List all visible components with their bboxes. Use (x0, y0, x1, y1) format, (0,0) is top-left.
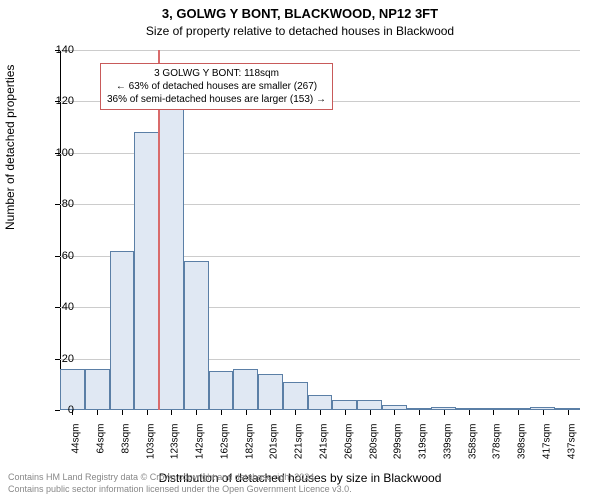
histogram-bar (283, 382, 308, 410)
ytick-label: 0 (34, 404, 74, 416)
chart-container: 3, GOLWG Y BONT, BLACKWOOD, NP12 3FT Siz… (0, 0, 600, 500)
xtick-label: 358sqm (467, 424, 478, 474)
xtick-label: 260sqm (343, 424, 354, 474)
xtick-mark (147, 410, 148, 415)
xtick-label: 182sqm (244, 424, 255, 474)
ytick-label: 60 (34, 250, 74, 262)
annotation-line1: 3 GOLWG Y BONT: 118sqm (107, 67, 326, 80)
chart-title-address: 3, GOLWG Y BONT, BLACKWOOD, NP12 3FT (0, 6, 600, 21)
histogram-bar (110, 251, 135, 410)
histogram-bar (184, 261, 209, 410)
gridline (60, 50, 580, 51)
chart-subtitle: Size of property relative to detached ho… (0, 24, 600, 38)
xtick-mark (444, 410, 445, 415)
xtick-mark (270, 410, 271, 415)
xtick-label: 201sqm (269, 424, 280, 474)
annotation-box: 3 GOLWG Y BONT: 118sqm ← 63% of detached… (100, 63, 333, 110)
histogram-bar (233, 369, 258, 410)
histogram-bar (209, 371, 234, 410)
ytick-label: 120 (34, 95, 74, 107)
xtick-mark (419, 410, 420, 415)
xtick-label: 83sqm (120, 424, 131, 474)
plot-area: 44sqm64sqm83sqm103sqm123sqm142sqm162sqm1… (60, 50, 580, 410)
xtick-mark (345, 410, 346, 415)
xtick-label: 339sqm (442, 424, 453, 474)
xtick-mark (469, 410, 470, 415)
xtick-mark (518, 410, 519, 415)
ytick-label: 80 (34, 198, 74, 210)
xtick-mark (221, 410, 222, 415)
xtick-label: 162sqm (219, 424, 230, 474)
footer-line1: Contains HM Land Registry data © Crown c… (8, 472, 317, 483)
histogram-bar (134, 132, 159, 410)
annotation-line2: ← 63% of detached houses are smaller (26… (107, 80, 326, 93)
xtick-mark (394, 410, 395, 415)
xtick-mark (370, 410, 371, 415)
footer-line2: Contains public sector information licen… (8, 484, 352, 495)
xtick-label: 241sqm (319, 424, 330, 474)
xtick-label: 378sqm (492, 424, 503, 474)
xtick-label: 142sqm (195, 424, 206, 474)
annotation-line3: 36% of semi-detached houses are larger (… (107, 93, 326, 106)
xtick-label: 64sqm (96, 424, 107, 474)
xtick-mark (568, 410, 569, 415)
xtick-label: 417sqm (541, 424, 552, 474)
xtick-label: 319sqm (418, 424, 429, 474)
ytick-label: 20 (34, 353, 74, 365)
histogram-bar (258, 374, 283, 410)
xtick-label: 123sqm (170, 424, 181, 474)
ytick-label: 140 (34, 44, 74, 56)
histogram-bar (357, 400, 382, 410)
xtick-mark (122, 410, 123, 415)
ytick-label: 40 (34, 301, 74, 313)
xtick-label: 437sqm (566, 424, 577, 474)
xtick-mark (171, 410, 172, 415)
histogram-bar (85, 369, 110, 410)
xtick-mark (320, 410, 321, 415)
xtick-mark (196, 410, 197, 415)
xtick-label: 44sqm (71, 424, 82, 474)
xtick-mark (543, 410, 544, 415)
xtick-mark (493, 410, 494, 415)
xtick-label: 299sqm (393, 424, 404, 474)
xtick-mark (246, 410, 247, 415)
ytick-label: 100 (34, 147, 74, 159)
xtick-label: 221sqm (294, 424, 305, 474)
xtick-label: 398sqm (517, 424, 528, 474)
xtick-mark (295, 410, 296, 415)
xtick-mark (97, 410, 98, 415)
histogram-bar (308, 395, 333, 410)
xtick-label: 103sqm (145, 424, 156, 474)
histogram-bar (159, 109, 184, 410)
xtick-label: 280sqm (368, 424, 379, 474)
y-axis-label: Number of detached properties (3, 65, 17, 230)
histogram-bar (332, 400, 357, 410)
